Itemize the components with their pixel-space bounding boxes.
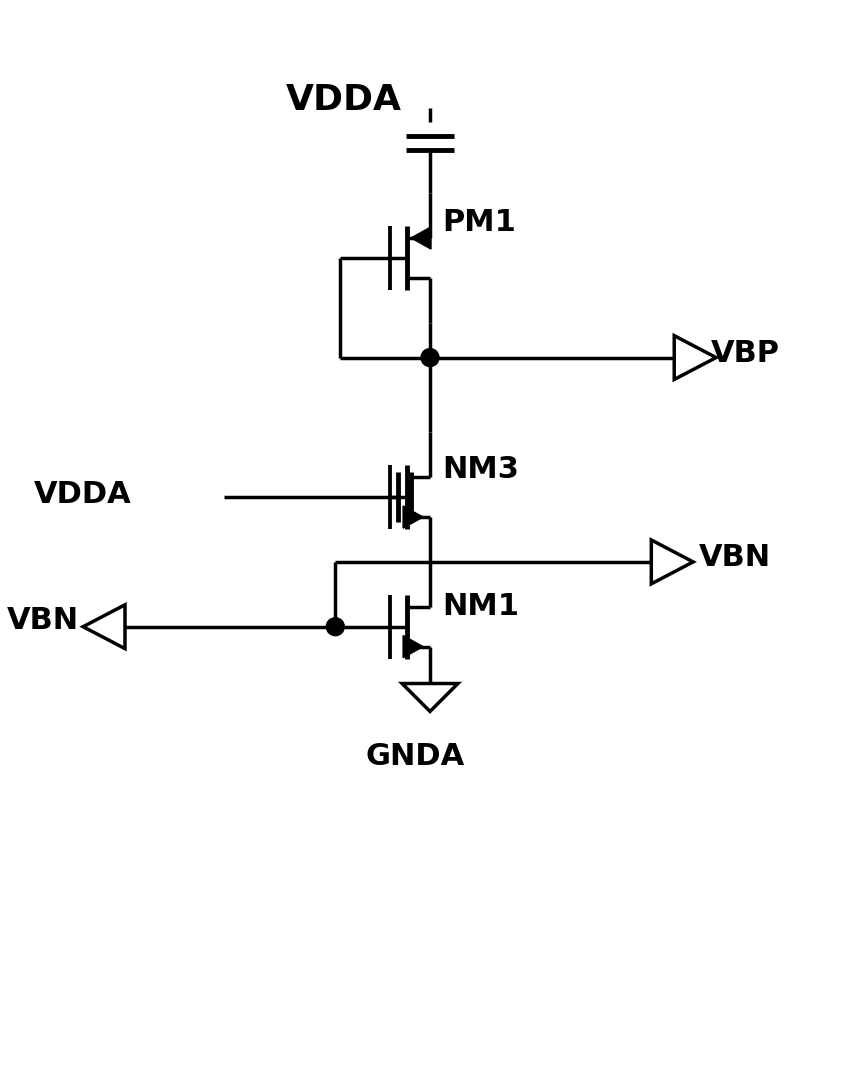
Text: GNDA: GNDA: [365, 742, 465, 770]
Text: VDDA: VDDA: [285, 83, 401, 117]
Circle shape: [326, 618, 344, 636]
Polygon shape: [83, 605, 125, 649]
Text: VDDA: VDDA: [35, 480, 132, 509]
Polygon shape: [411, 227, 431, 249]
Text: NM1: NM1: [442, 592, 519, 621]
Polygon shape: [675, 336, 716, 380]
Polygon shape: [403, 506, 423, 528]
Text: VBN: VBN: [699, 543, 772, 572]
Text: VBP: VBP: [711, 339, 780, 368]
Text: PM1: PM1: [442, 208, 516, 238]
Text: NM3: NM3: [442, 455, 518, 483]
Polygon shape: [651, 540, 693, 584]
Polygon shape: [403, 636, 423, 657]
Text: VBN: VBN: [6, 606, 79, 635]
Circle shape: [421, 349, 439, 367]
Polygon shape: [402, 684, 458, 712]
